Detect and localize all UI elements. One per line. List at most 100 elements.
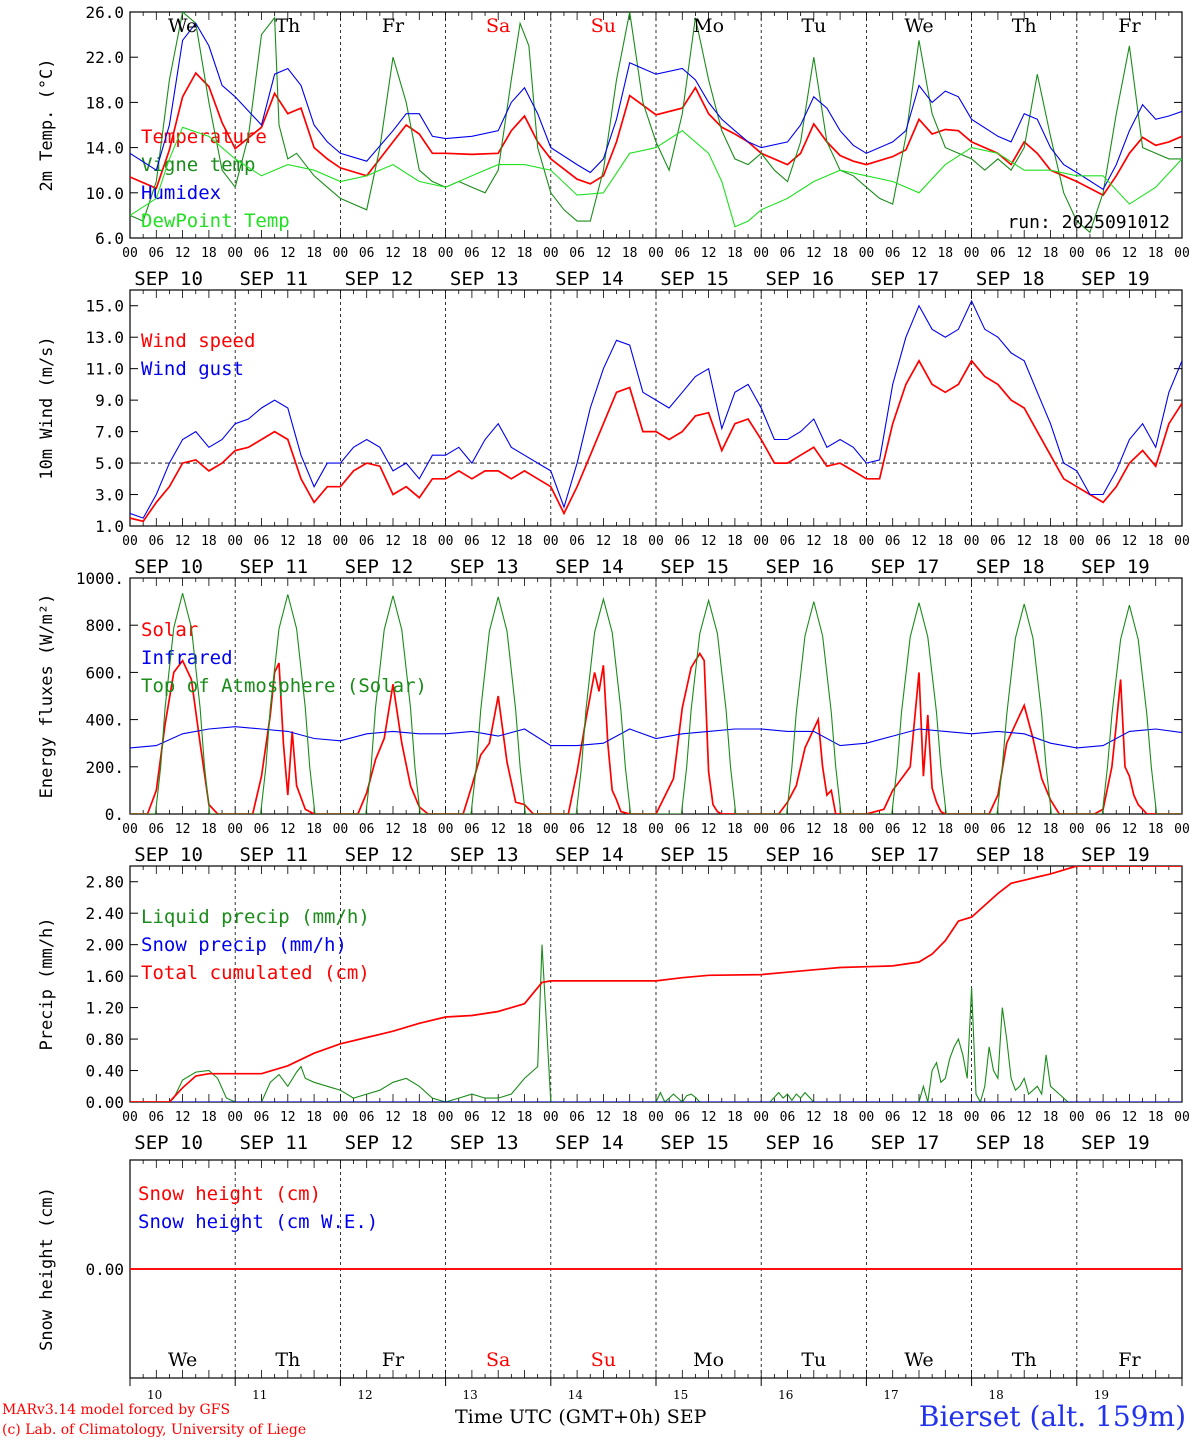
hour-label: 18 xyxy=(411,534,427,549)
series-line-liquid-precip-mm-h- xyxy=(130,944,1182,1102)
hour-label: 00 xyxy=(333,246,349,261)
hour-label: 12 xyxy=(1016,1110,1032,1125)
y-tick-label: 0. xyxy=(105,805,124,824)
hour-label: 00 xyxy=(648,246,664,261)
date-label: SEP 18 xyxy=(976,556,1045,578)
y-tick-label: 1000. xyxy=(76,569,124,588)
hour-label: 06 xyxy=(359,534,375,549)
hour-label: 06 xyxy=(990,246,1006,261)
y-tick-label: 14.0 xyxy=(85,139,124,158)
legend-entry: Wind gust xyxy=(141,358,244,380)
day-number: 18 xyxy=(989,1388,1004,1402)
hour-label: 00 xyxy=(543,822,559,837)
date-label: SEP 10 xyxy=(134,556,203,578)
series-line-infrared xyxy=(130,726,1182,749)
hour-label: 12 xyxy=(385,822,401,837)
hour-label: 00 xyxy=(333,822,349,837)
date-label: SEP 11 xyxy=(239,844,308,866)
hour-label: 06 xyxy=(1095,822,1111,837)
hour-label: 06 xyxy=(569,246,585,261)
hour-label: 12 xyxy=(1122,822,1138,837)
hour-label: 18 xyxy=(937,822,953,837)
hour-label: 18 xyxy=(622,534,638,549)
hour-label: 06 xyxy=(1095,1110,1111,1125)
day-name: We xyxy=(168,1349,197,1371)
hour-label: 18 xyxy=(517,1110,533,1125)
y-axis-label: 2m Temp. (°C) xyxy=(37,58,57,191)
y-tick-label: 1.20 xyxy=(85,999,124,1018)
hour-label: 06 xyxy=(885,534,901,549)
date-label: SEP 19 xyxy=(1081,556,1150,578)
day-name: We xyxy=(904,1349,933,1371)
hour-label: 06 xyxy=(148,246,164,261)
legend-entry: DewPoint Temp xyxy=(141,210,290,232)
hour-label: 12 xyxy=(806,822,822,837)
hour-label: 12 xyxy=(701,246,717,261)
hour-label: 12 xyxy=(1122,246,1138,261)
hour-label: 06 xyxy=(464,534,480,549)
hour-label: 00 xyxy=(333,1110,349,1125)
day-number: 17 xyxy=(883,1388,898,1402)
day-name: Fr xyxy=(382,1349,405,1371)
hour-label: 12 xyxy=(280,1110,296,1125)
y-tick-label: 3.0 xyxy=(95,486,124,505)
hour-label: 00 xyxy=(964,246,980,261)
y-axis-label: Energy fluxes (W/m²) xyxy=(37,594,57,799)
hour-label: 00 xyxy=(753,246,769,261)
date-label: SEP 16 xyxy=(765,268,834,290)
hour-label: 06 xyxy=(674,822,690,837)
time-axis-title: Time UTC (GMT+0h) SEP xyxy=(455,1406,707,1428)
day-name: Tu xyxy=(801,1349,826,1371)
date-label: SEP 16 xyxy=(765,1132,834,1154)
hour-label: 18 xyxy=(1148,822,1164,837)
day-number: 10 xyxy=(147,1388,162,1402)
hour-label: 12 xyxy=(911,1110,927,1125)
hour-label: 18 xyxy=(937,246,953,261)
day-name: Sa xyxy=(486,15,510,37)
hour-label: 06 xyxy=(254,246,270,261)
hour-label: 00 xyxy=(1069,1110,1085,1125)
hour-label: 12 xyxy=(385,246,401,261)
footer-credit-line2: (c) Lab. of Climatology, University of L… xyxy=(2,1422,307,1438)
hour-label: 06 xyxy=(780,1110,796,1125)
day-name: Fr xyxy=(1118,15,1141,37)
series-line-solar xyxy=(130,651,1182,814)
y-tick-label: 9.0 xyxy=(95,391,124,410)
y-tick-label: 0.40 xyxy=(85,1062,124,1081)
hour-label: 12 xyxy=(596,246,612,261)
hour-label: 06 xyxy=(780,822,796,837)
series-line-top-of-atmosphere-solar- xyxy=(130,593,1182,814)
y-tick-label: 10.0 xyxy=(85,184,124,203)
hour-label: 06 xyxy=(674,246,690,261)
hour-label: 00 xyxy=(964,1110,980,1125)
hour-label: 12 xyxy=(1016,246,1032,261)
hour-label: 18 xyxy=(1043,246,1059,261)
hour-label: 18 xyxy=(832,534,848,549)
y-tick-label: 6.0 xyxy=(95,229,124,248)
date-label: SEP 12 xyxy=(345,1132,414,1154)
legend-entry: Snow precip (mm/h) xyxy=(141,934,347,956)
date-label: SEP 10 xyxy=(134,1132,203,1154)
hour-label: 00 xyxy=(648,534,664,549)
hour-label: 06 xyxy=(359,1110,375,1125)
date-label: SEP 14 xyxy=(555,1132,624,1154)
y-axis-label: 10m Wind (m/s) xyxy=(37,336,57,479)
day-number: 19 xyxy=(1094,1388,1109,1402)
hour-label: 06 xyxy=(148,822,164,837)
hour-label: 12 xyxy=(385,534,401,549)
hour-label: 18 xyxy=(937,534,953,549)
date-label: SEP 14 xyxy=(555,844,624,866)
panel-4: 0.00 0.40 0.80 1.20 1.60 2.00 2.40 2.80 Precip (… xyxy=(37,865,1190,1154)
hour-label: 12 xyxy=(175,822,191,837)
hour-label: 12 xyxy=(596,534,612,549)
date-label: SEP 16 xyxy=(765,556,834,578)
hour-label: 18 xyxy=(1043,1110,1059,1125)
hour-label: 18 xyxy=(201,534,217,549)
y-tick-label: 7.0 xyxy=(95,423,124,442)
day-name: Mo xyxy=(693,15,724,37)
panel-1: 6.0 10.0 14.0 18.0 22.0 26.0 2m Temp. (°C) Temp… xyxy=(37,3,1190,290)
hour-label: 12 xyxy=(1016,534,1032,549)
day-name: Su xyxy=(591,1349,616,1371)
hour-label: 00 xyxy=(227,1110,243,1125)
hour-label: 12 xyxy=(280,822,296,837)
